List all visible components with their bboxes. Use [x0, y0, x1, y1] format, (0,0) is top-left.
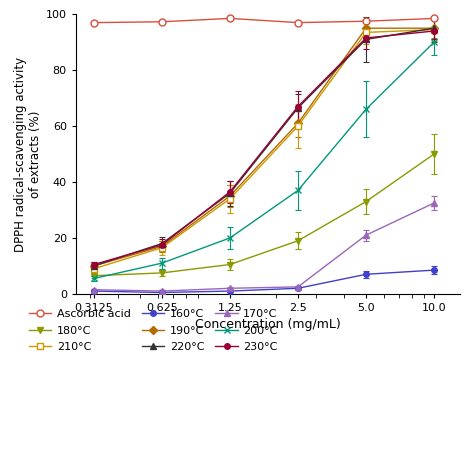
Legend: Ascorbic acid, 180°C, 210°C, 160°C, 190°C, 220°C, 170°C, 200°C, 230°C: Ascorbic acid, 180°C, 210°C, 160°C, 190°… [29, 309, 278, 352]
X-axis label: Concentration (mg/mL): Concentration (mg/mL) [195, 319, 341, 331]
Y-axis label: DPPH radical-scavenging activity
of extracts (%): DPPH radical-scavenging activity of extr… [14, 56, 42, 252]
